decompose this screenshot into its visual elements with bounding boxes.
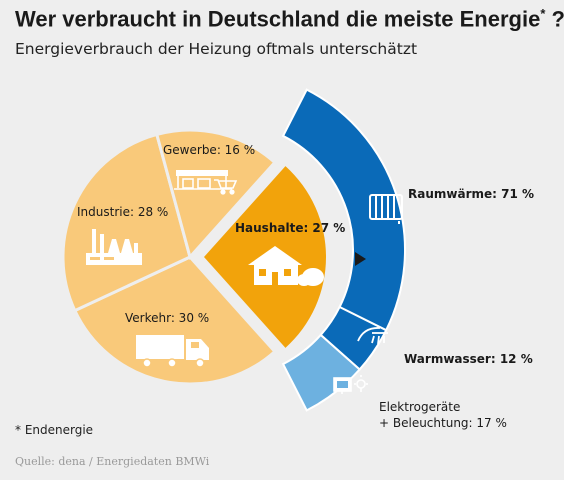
label-verkehr: Verkehr: 30 %	[125, 311, 209, 325]
label-haushalte: Haushalte: 27 %	[235, 221, 345, 235]
house-icon	[248, 246, 324, 286]
title-end: ?	[545, 6, 564, 32]
pie-chart	[61, 128, 326, 386]
radiator-icon	[369, 194, 403, 224]
pie-slice-gewerbe	[154, 128, 277, 261]
arrow-pointer-icon	[355, 252, 366, 266]
subtitle: Energieverbrauch der Heizung oftmals unt…	[15, 40, 418, 58]
factory-icon	[86, 229, 142, 265]
pie-slice-industrie	[61, 132, 192, 313]
page-title: Wer verbraucht in Deutschland die meiste…	[15, 6, 564, 32]
label-industrie: Industrie: 28 %	[77, 205, 168, 219]
truck-icon	[136, 335, 209, 368]
title-text: Wer verbraucht in Deutschland die meiste…	[15, 6, 541, 32]
label-elektrogeraete-line2: + Beleuchtung: 17 %	[379, 416, 507, 430]
source-note: Quelle: dena / Energiedaten BMWi	[15, 455, 210, 468]
title-footnote-mark: *	[540, 6, 546, 21]
label-warmwasser: Warmwasser: 12 %	[404, 352, 533, 366]
label-elektrogeraete-line1: Elektrogeräte	[379, 400, 460, 414]
label-gewerbe: Gewerbe: 16 %	[163, 143, 255, 157]
label-raumwaerme: Raumwärme: 71 %	[408, 187, 534, 201]
shop-icon	[174, 170, 238, 195]
shower-icon	[357, 327, 388, 345]
footnote: * Endenergie	[15, 423, 94, 437]
household-breakdown-arc	[281, 88, 406, 412]
tv-lightbulb-icon	[333, 375, 368, 394]
